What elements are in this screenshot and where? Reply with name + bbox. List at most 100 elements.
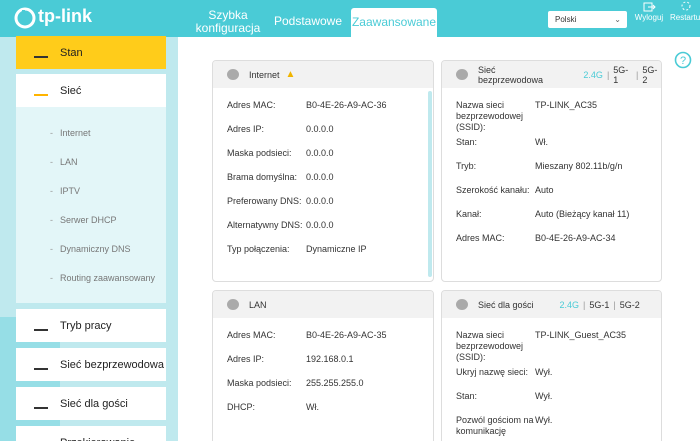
panel: Sieć bezprzewodowa 2.4G | 5G-1 | 5G-2 Nazwa si…	[441, 60, 662, 282]
info-row: Ukryj nazwę sieci: Wył.	[456, 367, 647, 391]
panel-title: Internet	[249, 69, 280, 80]
submenu-item[interactable]: LAN	[60, 157, 78, 167]
row-label: Brama domyślna:	[227, 172, 298, 182]
reboot-icon[interactable]	[679, 0, 693, 12]
submenu-item[interactable]: Serwer DHCP	[60, 215, 117, 225]
tab-active[interactable]: Zaawansowane	[351, 8, 437, 37]
band-tab[interactable]: 5G-2	[642, 64, 658, 85]
row-value: Wł.	[535, 137, 548, 147]
info-row: Maska podsieci: 255.255.255.0	[227, 378, 419, 402]
row-label: Ukryj nazwę sieci:	[456, 367, 529, 377]
info-row: Stan: Wył.	[456, 391, 647, 415]
row-label: Adres MAC:	[456, 233, 505, 243]
menu-label: Sieć	[60, 84, 82, 97]
row-label: Maska podsieci:	[227, 148, 292, 158]
reboot[interactable]: Restartuj	[669, 13, 700, 22]
info-row: Preferowany DNS: 0.0.0.0	[227, 196, 419, 220]
row-label: Pozwól gościom na komunikację	[456, 415, 534, 436]
row-value: 0.0.0.0	[306, 196, 334, 206]
info-row: Kanał: Auto (Bieżący kanał 11)	[456, 209, 647, 233]
menu-icon	[34, 320, 48, 331]
info-row: Brama domyślna: 0.0.0.0	[227, 172, 419, 196]
help-icon[interactable]: ?	[674, 51, 692, 69]
row-value: 0.0.0.0	[306, 148, 334, 158]
row-label: Typ połączenia:	[227, 244, 290, 254]
info-row: Adres IP: 0.0.0.0	[227, 124, 419, 148]
band-tab[interactable]: 5G-2	[619, 299, 640, 310]
row-label: Alternatywny DNS:	[227, 220, 303, 230]
tab[interactable]: Szybka konfiguracja	[195, 8, 261, 35]
menu-icon	[34, 359, 48, 370]
tab[interactable]: Podstawowe	[273, 14, 343, 28]
panel-title: Sieć dla gości	[478, 299, 534, 310]
panel: Sieć dla gości 2.4G | 5G-1 | 5G-2 Nazwa sieci …	[441, 290, 662, 441]
submenu-item[interactable]: Dynamiczny DNS	[60, 244, 131, 254]
menu-item[interactable]: Sieć	[16, 74, 166, 107]
scrollbar	[428, 91, 432, 277]
submenu-item[interactable]: Internet	[60, 128, 91, 138]
submenu-item[interactable]: Routing zaawansowany	[60, 273, 156, 283]
row-label: Adres IP:	[227, 354, 265, 364]
row-value: Wył.	[535, 415, 553, 425]
logout-icon[interactable]	[642, 1, 656, 13]
language-select[interactable]: Polski ⌄	[548, 11, 627, 28]
menu-item[interactable]: Sieć bezprzewodowa	[16, 348, 166, 381]
menu-item[interactable]: Przekierowanie	[16, 426, 166, 441]
menu-item[interactable]: Sieć dla gości	[16, 387, 166, 420]
panel-title: LAN	[249, 299, 267, 310]
row-label: Szerokość kanału:	[456, 185, 530, 195]
panel: LAN Adres MAC: B0-4E-26-A9-AC-35 Adres IP: 1…	[212, 290, 434, 441]
row-label: DHCP:	[227, 402, 256, 412]
row-value: Auto	[535, 185, 554, 195]
separator: |	[583, 299, 586, 310]
separator: |	[613, 299, 616, 310]
panel-body: Adres MAC: B0-4E-26-A9-AC-35 Adres IP: 192.…	[213, 318, 433, 426]
menu-icon	[34, 47, 48, 58]
band-tab[interactable]: 2.4G	[559, 299, 580, 310]
logout[interactable]: Wyloguj	[634, 13, 664, 22]
dash: -	[50, 128, 53, 138]
panel-body: Nazwa sieci bezprzewodowej (SSID): TP-LIN…	[442, 88, 661, 257]
info-row: Adres MAC: B0-4E-26-A9-AC-35	[227, 330, 419, 354]
panel: Internet ▲ Adres MAC: B0-4E-26-A9-AC-36 Adre…	[212, 60, 434, 282]
panel-body: Nazwa sieci bezprzewodowej (SSID): TP-LIN…	[442, 318, 661, 441]
info-row: Nazwa sieci bezprzewodowej (SSID): TP-LIN…	[456, 100, 647, 137]
dash: -	[50, 157, 53, 167]
row-value: Dynamiczne IP	[306, 244, 367, 254]
panel-body: Adres MAC: B0-4E-26-A9-AC-36 Adres IP: 0.0.…	[213, 88, 433, 268]
dash: -	[50, 215, 53, 225]
info-row: Szerokość kanału: Auto	[456, 185, 647, 209]
row-label: Stan:	[456, 391, 478, 401]
panel-title: Sieć bezprzewodowa	[478, 64, 544, 85]
menu-icon	[34, 437, 48, 441]
panel-icon	[456, 69, 468, 80]
submenu-item[interactable]: IPTV	[60, 186, 81, 196]
chevron: ⌄	[614, 15, 621, 24]
row-label: Adres MAC:	[227, 330, 276, 340]
info-row: Adres MAC: B0-4E-26-A9-AC-34	[456, 233, 647, 257]
row-label: Adres MAC:	[227, 100, 276, 110]
info-row: Adres MAC: B0-4E-26-A9-AC-36	[227, 100, 419, 124]
row-label: Nazwa sieci bezprzewodowej (SSID):	[456, 100, 524, 132]
dash: -	[50, 244, 53, 254]
menu-item[interactable]: Tryb pracy	[16, 309, 166, 342]
menu-item[interactable]: Stan	[16, 36, 166, 69]
info-row: Nazwa sieci bezprzewodowej (SSID): TP-LIN…	[456, 330, 647, 367]
logo[interactable]: tp-link	[38, 6, 92, 26]
language: Polski	[555, 15, 577, 24]
panel-icon	[227, 69, 239, 80]
row-value: Wł.	[306, 402, 319, 412]
band-tab[interactable]: 5G-1	[613, 64, 629, 85]
menu-icon	[34, 85, 48, 96]
row-label: Maska podsieci:	[227, 378, 292, 388]
band-tab[interactable]: 5G-1	[589, 299, 610, 310]
row-value: Mieszany 802.11b/g/n	[535, 161, 623, 171]
row-label: Preferowany DNS:	[227, 196, 302, 206]
panel-header: LAN	[213, 291, 433, 318]
warning-icon: ▲	[285, 69, 296, 80]
band-tab[interactable]: 2.4G	[583, 69, 603, 80]
row-value: TP-LINK_Guest_AC35	[535, 330, 627, 340]
row-value: Wył.	[535, 391, 553, 401]
dash: -	[50, 273, 53, 283]
